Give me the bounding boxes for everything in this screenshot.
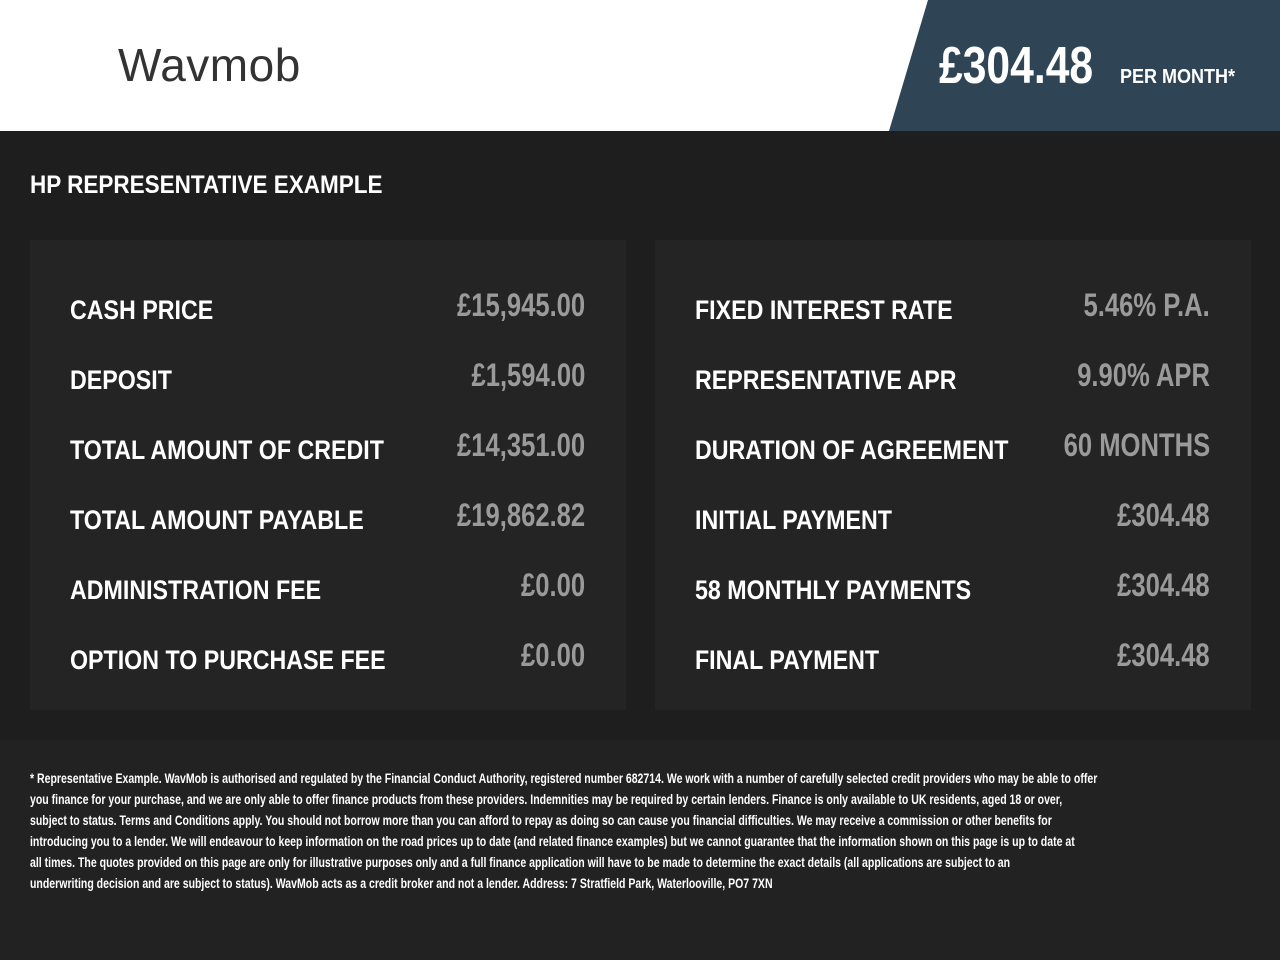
row-value: £304.48 (1117, 567, 1210, 603)
row-value: £0.00 (520, 637, 585, 673)
finance-row: ADMINISTRATION FEE £0.00 (70, 567, 585, 607)
row-value: £14,351.00 (456, 427, 585, 463)
row-label: TOTAL AMOUNT PAYABLE (70, 505, 364, 535)
finance-row: INITIAL PAYMENT £304.48 (695, 497, 1210, 537)
finance-row: TOTAL AMOUNT OF CREDIT £14,351.00 (70, 427, 585, 467)
row-value: 5.46% P.A. (1083, 287, 1210, 323)
finance-row: CASH PRICE £15,945.00 (70, 287, 585, 327)
row-label: FINAL PAYMENT (695, 645, 880, 675)
disclaimer-line: you finance for your purchase, and we ar… (30, 792, 1063, 807)
row-label: 58 MONTHLY PAYMENTS (695, 575, 972, 605)
row-value: £1,594.00 (471, 357, 585, 393)
row-label: REPRESENTATIVE APR (695, 365, 957, 395)
row-label: FIXED INTEREST RATE (695, 295, 953, 325)
row-value: £19,862.82 (456, 497, 585, 533)
disclaimer: * Representative Example. WavMob is auth… (0, 740, 1280, 960)
finance-row: DURATION OF AGREEMENT 60 MONTHS (695, 427, 1210, 467)
finance-row: FIXED INTEREST RATE 5.46% P.A. (695, 287, 1210, 327)
monthly-price: £304.48 (939, 37, 1094, 95)
finance-row: 58 MONTHLY PAYMENTS £304.48 (695, 567, 1210, 607)
monthly-price-box: £304.48 PER MONTH* (889, 0, 1280, 131)
row-label: OPTION TO PURCHASE FEE (70, 645, 386, 675)
row-value: £304.48 (1117, 637, 1210, 673)
logo[interactable]: Wavmob (118, 39, 301, 91)
per-month-label: PER MONTH* (1120, 66, 1236, 88)
row-value: 9.90% APR (1077, 357, 1210, 393)
row-label: DEPOSIT (70, 365, 172, 395)
finance-panel-left: CASH PRICE £15,945.00 DEPOSIT £1,594.00 TO… (30, 240, 626, 710)
finance-row: REPRESENTATIVE APR 9.90% APR (695, 357, 1210, 397)
row-value: £15,945.00 (456, 287, 585, 323)
disclaimer-line: * Representative Example. WavMob is auth… (30, 771, 1098, 786)
disclaimer-line: subject to status. Terms and Conditions … (30, 813, 1052, 828)
row-label: DURATION OF AGREEMENT (695, 435, 1009, 465)
row-value: £304.48 (1117, 497, 1210, 533)
header: Wavmob £304.48 PER MONTH* (0, 0, 1280, 131)
finance-row: FINAL PAYMENT £304.48 (695, 637, 1210, 677)
row-value: 60 MONTHS (1063, 427, 1210, 463)
row-label: CASH PRICE (70, 295, 214, 325)
row-value: £0.00 (520, 567, 585, 603)
finance-row: TOTAL AMOUNT PAYABLE £19,862.82 (70, 497, 585, 537)
disclaimer-line: all times. The quotes provided on this p… (30, 855, 1011, 870)
section-title: HP REPRESENTATIVE EXAMPLE (30, 171, 383, 199)
row-label: TOTAL AMOUNT OF CREDIT (70, 435, 384, 465)
finance-panel-right: FIXED INTEREST RATE 5.46% P.A. REPRESENTA… (655, 240, 1251, 710)
disclaimer-line: underwriting decision and are subject to… (30, 876, 773, 891)
finance-row: DEPOSIT £1,594.00 (70, 357, 585, 397)
disclaimer-line: introducing you to a lender. We will end… (30, 834, 1075, 849)
row-label: ADMINISTRATION FEE (70, 575, 322, 605)
row-label: INITIAL PAYMENT (695, 505, 892, 535)
finance-row: OPTION TO PURCHASE FEE £0.00 (70, 637, 585, 677)
